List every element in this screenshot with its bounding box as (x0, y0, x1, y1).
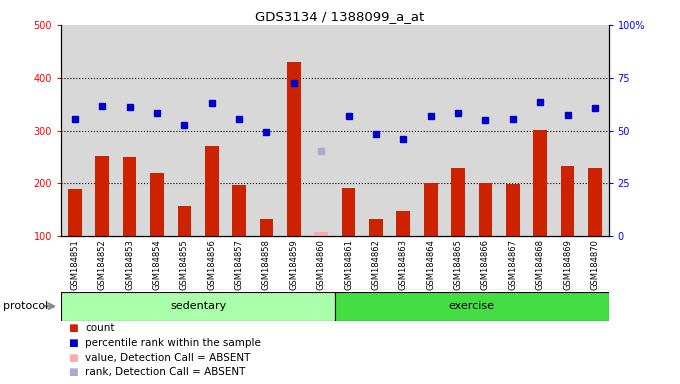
Text: GSM184864: GSM184864 (426, 239, 435, 290)
Bar (150, 173, 164, 236)
Bar (205, 146, 218, 236)
Bar (526, 25, 554, 236)
Text: GSM184865: GSM184865 (454, 239, 462, 290)
Text: ■: ■ (68, 338, 78, 348)
Text: GSM184859: GSM184859 (290, 239, 299, 290)
Text: GSM184866: GSM184866 (481, 239, 490, 290)
Bar (171, 25, 198, 236)
Bar (561, 166, 575, 236)
Bar (588, 167, 602, 236)
Bar (335, 292, 609, 321)
Text: GSM184856: GSM184856 (207, 239, 216, 290)
Text: rank, Detection Call = ABSENT: rank, Detection Call = ABSENT (85, 367, 245, 377)
Bar (314, 232, 328, 236)
Bar (417, 25, 444, 236)
Bar (533, 129, 547, 236)
Bar (116, 25, 143, 236)
Bar (444, 25, 472, 236)
Bar (452, 167, 465, 236)
Bar (581, 25, 609, 236)
Text: percentile rank within the sample: percentile rank within the sample (85, 338, 261, 348)
Bar (479, 183, 492, 236)
Bar (95, 156, 109, 236)
Text: GSM184853: GSM184853 (125, 239, 134, 290)
Bar (424, 183, 437, 236)
Bar (61, 25, 88, 236)
Text: ■: ■ (68, 367, 78, 377)
Bar (499, 25, 526, 236)
Text: GSM184862: GSM184862 (371, 239, 380, 290)
Bar (369, 219, 383, 236)
Text: GSM184868: GSM184868 (536, 239, 545, 290)
Text: GSM184860: GSM184860 (317, 239, 326, 290)
Text: value, Detection Call = ABSENT: value, Detection Call = ABSENT (85, 353, 250, 362)
Bar (233, 185, 246, 236)
Text: GSM184851: GSM184851 (71, 239, 80, 290)
Bar (198, 25, 225, 236)
Bar (554, 25, 581, 236)
Bar (68, 189, 82, 236)
Bar (88, 25, 116, 236)
Text: sedentary: sedentary (170, 301, 226, 311)
Text: ■: ■ (68, 323, 78, 333)
Bar (342, 188, 356, 236)
Bar (307, 25, 335, 236)
Text: GSM184869: GSM184869 (563, 239, 572, 290)
Bar (506, 184, 520, 236)
Text: GSM184861: GSM184861 (344, 239, 353, 290)
Bar (335, 25, 362, 236)
Text: ■: ■ (68, 353, 78, 362)
Bar (177, 205, 191, 236)
Text: GSM184857: GSM184857 (235, 239, 243, 290)
Text: protocol: protocol (3, 301, 49, 311)
Bar (260, 219, 273, 236)
Bar (362, 25, 390, 236)
Text: GDS3134 / 1388099_a_at: GDS3134 / 1388099_a_at (256, 10, 424, 23)
Bar (123, 157, 137, 236)
Text: GSM184852: GSM184852 (98, 239, 107, 290)
Bar (143, 25, 171, 236)
Bar (287, 62, 301, 236)
Text: count: count (85, 323, 114, 333)
Bar (253, 25, 280, 236)
Bar (472, 25, 499, 236)
Text: GSM184855: GSM184855 (180, 239, 189, 290)
Text: exercise: exercise (449, 301, 495, 311)
Text: GSM184870: GSM184870 (590, 239, 599, 290)
Bar (280, 25, 307, 236)
Bar (225, 25, 253, 236)
Text: GSM184854: GSM184854 (152, 239, 161, 290)
Bar (390, 25, 417, 236)
Text: GSM184863: GSM184863 (399, 239, 408, 290)
Text: GSM184867: GSM184867 (509, 239, 517, 290)
Bar (61, 292, 335, 321)
Text: GSM184858: GSM184858 (262, 239, 271, 290)
Bar (396, 211, 410, 236)
